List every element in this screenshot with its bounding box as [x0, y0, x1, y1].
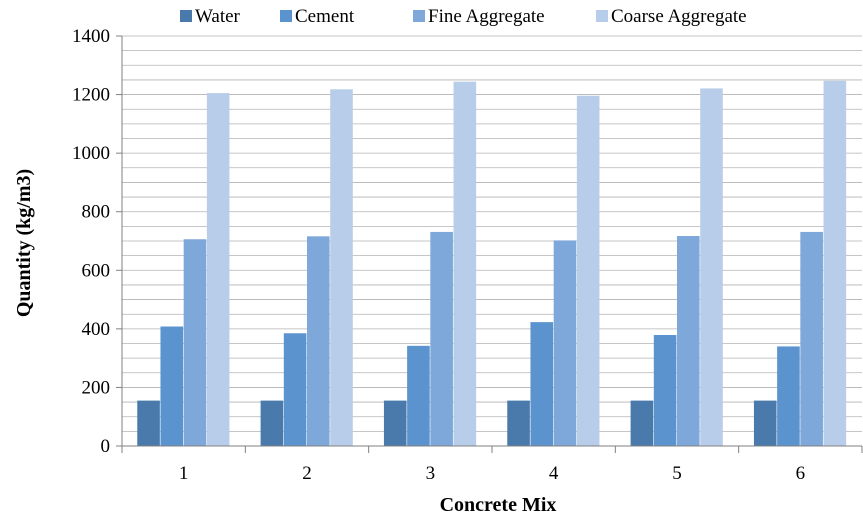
bar-fine-aggregate-mix-5	[677, 236, 700, 446]
bar-fine-aggregate-mix-2	[307, 236, 330, 446]
x-tick-label: 3	[426, 463, 436, 484]
bar-cement-mix-5	[653, 335, 677, 446]
bar-fine-aggregate-mix-1	[183, 239, 207, 446]
y-tick-label: 1200	[72, 85, 110, 106]
legend-swatch	[413, 10, 425, 22]
bar-coarse-aggregate-mix-6	[823, 80, 847, 447]
bar-cement-mix-1	[160, 326, 184, 446]
y-tick-label: 0	[101, 436, 111, 457]
bar-water-mix-4	[507, 400, 530, 446]
bar-cement-mix-4	[530, 322, 554, 446]
y-axis-title: Quantity (kg/m3)	[13, 169, 35, 317]
y-tick-label: 600	[82, 260, 111, 281]
legend-label: Water	[195, 6, 241, 27]
x-tick-label: 1	[179, 463, 189, 484]
y-tick-label: 1400	[72, 26, 110, 47]
y-tick-label: 800	[82, 202, 111, 223]
bar-coarse-aggregate-mix-4	[576, 95, 600, 446]
bar-cement-mix-6	[777, 346, 800, 446]
axes	[116, 35, 863, 453]
x-tick-label: 4	[549, 463, 559, 484]
bar-water-mix-1	[137, 400, 160, 446]
bar-cement-mix-2	[283, 333, 307, 446]
bar-coarse-aggregate-mix-3	[453, 81, 477, 446]
x-tick-label: 6	[796, 463, 806, 484]
bar-fine-aggregate-mix-4	[553, 240, 577, 446]
legend-label: Coarse Aggregate	[611, 6, 747, 27]
legend-label: Fine Aggregate	[428, 6, 545, 27]
y-tick-label: 1000	[72, 143, 110, 164]
bar-fine-aggregate-mix-6	[800, 231, 823, 446]
legend-swatch	[180, 10, 192, 22]
x-axis-ticks: 1 2 3 4 5 6	[179, 463, 805, 484]
bar-coarse-aggregate-mix-5	[700, 88, 723, 447]
bar-fine-aggregate-mix-3	[430, 231, 453, 446]
x-tick-label: 2	[302, 463, 312, 484]
legend-swatch	[280, 10, 292, 22]
bar-coarse-aggregate-mix-2	[330, 89, 353, 447]
y-axis-ticks: 0 200 400 600 800 1000 1200 1400	[72, 26, 110, 457]
legend-label: Cement	[295, 6, 355, 27]
y-tick-label: 400	[82, 319, 111, 340]
bar-water-mix-2	[260, 400, 284, 446]
gridlines	[122, 35, 862, 432]
legend-swatch	[596, 10, 608, 22]
bar-water-mix-3	[383, 400, 407, 446]
y-tick-label: 200	[82, 377, 111, 398]
x-tick-label: 5	[672, 463, 682, 484]
bar-water-mix-6	[753, 400, 777, 446]
x-axis-title: Concrete Mix	[440, 494, 557, 516]
bar-water-mix-5	[630, 400, 654, 446]
legend: Water Cement Fine Aggregate Coarse Aggregat…	[180, 6, 747, 27]
bars	[137, 80, 847, 447]
bar-cement-mix-3	[407, 345, 430, 446]
bar-coarse-aggregate-mix-1	[206, 93, 230, 446]
